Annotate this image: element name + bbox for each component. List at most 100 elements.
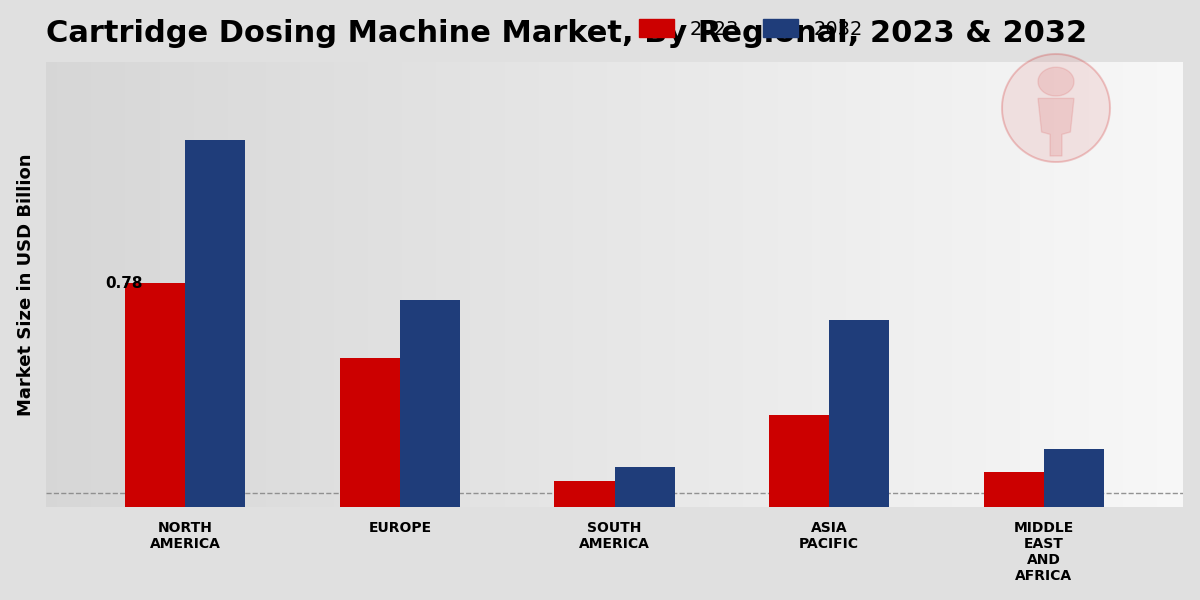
Bar (1096, 62, 1100, 507)
Bar (1100, 62, 1104, 507)
Bar (622, 62, 626, 507)
Bar (175, 62, 179, 507)
Bar (1176, 62, 1180, 507)
Bar (1153, 62, 1157, 507)
Bar (509, 62, 512, 507)
Bar (190, 62, 193, 507)
Bar (778, 62, 781, 507)
Bar (785, 62, 788, 507)
Bar (1016, 62, 1020, 507)
Bar (125, 283, 185, 507)
Bar (1160, 62, 1164, 507)
Bar (49, 62, 53, 507)
Bar (270, 62, 274, 507)
Bar (906, 62, 911, 507)
Bar (788, 62, 793, 507)
Bar (455, 62, 460, 507)
Bar (1006, 62, 1009, 507)
Bar (672, 62, 676, 507)
Bar (614, 62, 618, 507)
Bar (482, 62, 486, 507)
Bar (368, 62, 372, 507)
Bar (532, 62, 535, 507)
Bar (400, 301, 460, 507)
Bar (1028, 62, 1032, 507)
Bar (493, 62, 497, 507)
Bar (994, 62, 997, 507)
Bar (326, 62, 330, 507)
Bar (152, 62, 156, 507)
Bar (239, 62, 242, 507)
Bar (577, 62, 581, 507)
Bar (721, 62, 725, 507)
Polygon shape (1038, 67, 1074, 96)
Bar (770, 62, 774, 507)
Bar (1069, 62, 1073, 507)
Bar (725, 62, 728, 507)
Bar (486, 62, 490, 507)
Bar (808, 62, 811, 507)
Bar (986, 62, 990, 507)
Polygon shape (1002, 54, 1110, 162)
Bar (103, 62, 107, 507)
Bar (118, 62, 121, 507)
Bar (133, 62, 137, 507)
Bar (649, 62, 653, 507)
Bar (964, 62, 967, 507)
Bar (604, 62, 607, 507)
Bar (739, 62, 744, 507)
Bar (425, 62, 428, 507)
Bar (1150, 62, 1153, 507)
Bar (660, 62, 664, 507)
Bar (535, 62, 539, 507)
Bar (376, 62, 379, 507)
Bar (356, 62, 360, 507)
Bar (702, 62, 706, 507)
Bar (842, 62, 846, 507)
Bar (342, 62, 346, 507)
Bar (1039, 62, 1043, 507)
Bar (626, 62, 630, 507)
Bar (581, 62, 584, 507)
Bar (360, 62, 365, 507)
Bar (277, 62, 281, 507)
Bar (224, 62, 228, 507)
Bar (983, 62, 986, 507)
Bar (1044, 449, 1104, 507)
Bar (365, 62, 368, 507)
Bar (258, 62, 262, 507)
Bar (634, 62, 637, 507)
Bar (130, 62, 133, 507)
Text: 0.78: 0.78 (104, 275, 143, 290)
Bar (319, 62, 323, 507)
Legend: 2023, 2032: 2023, 2032 (640, 19, 863, 39)
Bar (330, 62, 334, 507)
Bar (550, 62, 554, 507)
Bar (1164, 62, 1168, 507)
Bar (95, 62, 98, 507)
Bar (683, 62, 686, 507)
Bar (140, 62, 144, 507)
Bar (914, 62, 918, 507)
Bar (497, 62, 500, 507)
Bar (262, 62, 265, 507)
Bar (432, 62, 437, 507)
Bar (463, 62, 467, 507)
Bar (1123, 62, 1127, 507)
Bar (520, 62, 523, 507)
Y-axis label: Market Size in USD Billion: Market Size in USD Billion (17, 154, 35, 416)
Bar (748, 62, 751, 507)
Bar (607, 62, 611, 507)
Bar (709, 62, 713, 507)
Bar (314, 62, 319, 507)
Bar (98, 62, 103, 507)
Bar (474, 62, 478, 507)
Bar (1062, 62, 1066, 507)
Bar (126, 62, 130, 507)
Bar (830, 62, 834, 507)
Bar (527, 62, 532, 507)
Bar (614, 467, 674, 507)
Bar (892, 62, 895, 507)
Bar (925, 62, 929, 507)
Bar (198, 62, 202, 507)
